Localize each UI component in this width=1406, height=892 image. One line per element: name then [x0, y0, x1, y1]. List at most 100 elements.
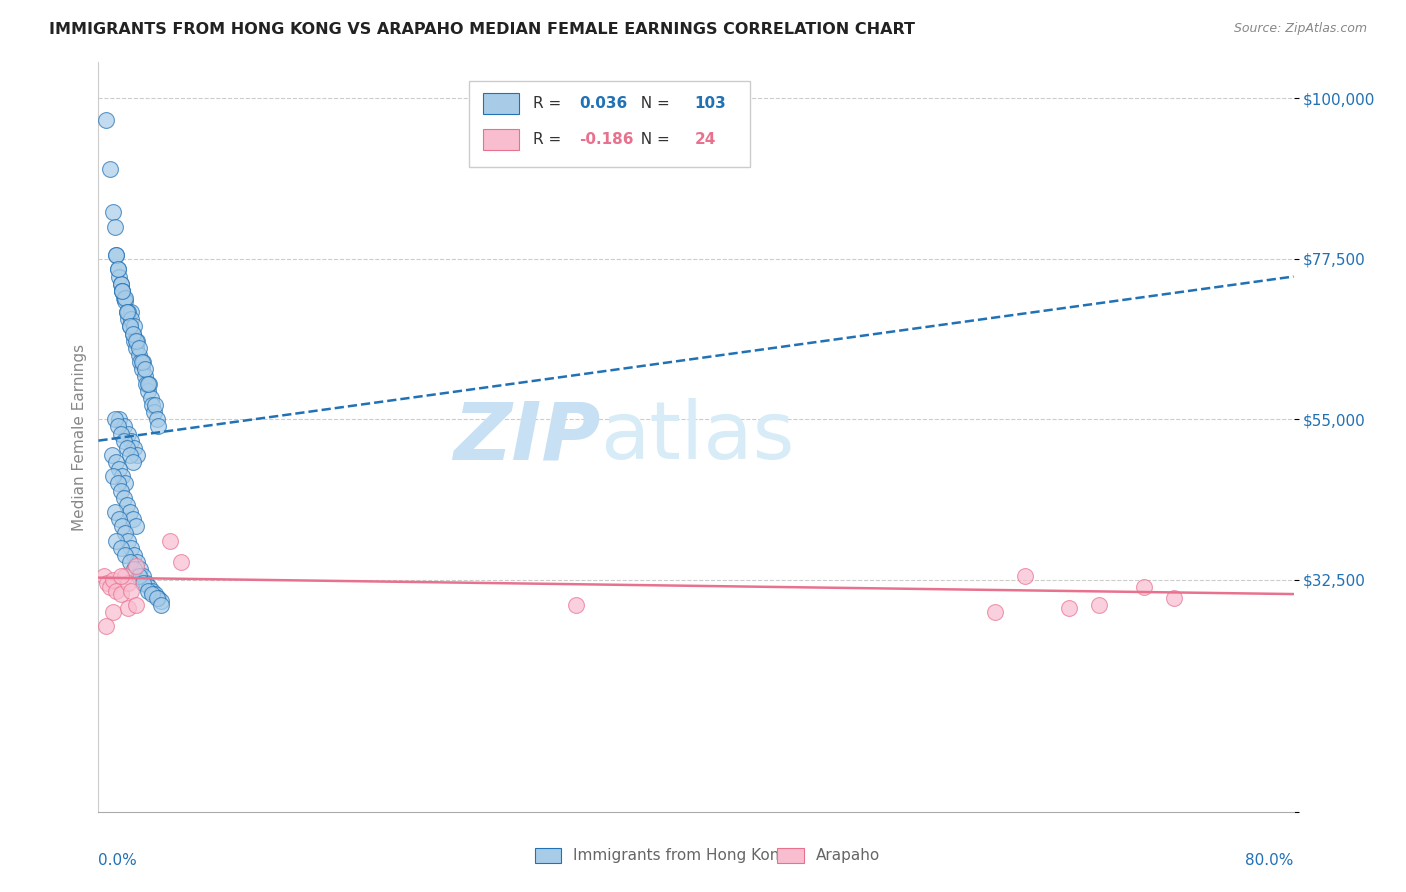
FancyBboxPatch shape: [470, 81, 749, 168]
Point: [111, 284, 134, 298]
Point: [138, 376, 160, 391]
Point: [1059, 601, 1081, 615]
Point: [142, 405, 165, 419]
Point: [114, 526, 136, 541]
Point: [117, 533, 139, 548]
Point: [124, 319, 146, 334]
Point: [98, 162, 122, 177]
Point: [117, 312, 139, 326]
Point: [111, 284, 134, 298]
Point: [117, 305, 139, 319]
Point: [108, 412, 131, 426]
Point: [110, 277, 132, 291]
Point: [115, 305, 138, 319]
Point: [984, 605, 1007, 619]
Point: [108, 462, 131, 476]
Point: [104, 219, 127, 234]
Point: [107, 419, 129, 434]
Point: [118, 555, 141, 569]
Point: [124, 441, 146, 455]
Point: [115, 498, 138, 512]
Point: [141, 398, 163, 412]
Point: [1163, 591, 1185, 605]
Point: [110, 426, 132, 441]
Bar: [534, 847, 561, 863]
Point: [128, 348, 150, 362]
Point: [103, 469, 125, 483]
Point: [131, 355, 153, 369]
Point: [118, 319, 141, 334]
Point: [105, 248, 128, 262]
Point: [107, 262, 129, 277]
Text: IMMIGRANTS FROM HONG KONG VS ARAPAHO MEDIAN FEMALE EARNINGS CORRELATION CHART: IMMIGRANTS FROM HONG KONG VS ARAPAHO MED…: [49, 22, 915, 37]
Point: [110, 483, 132, 498]
Point: [108, 269, 131, 284]
Point: [136, 376, 159, 391]
Point: [110, 541, 132, 555]
Bar: [484, 129, 519, 150]
Point: [132, 569, 155, 583]
Point: [124, 548, 146, 562]
Point: [114, 548, 136, 562]
Point: [105, 248, 128, 262]
Point: [148, 419, 170, 434]
Text: 103: 103: [695, 96, 727, 112]
Point: [127, 555, 149, 569]
Point: [112, 419, 135, 434]
Point: [105, 533, 128, 548]
Point: [107, 262, 129, 277]
Text: Source: ZipAtlas.com: Source: ZipAtlas.com: [1233, 22, 1367, 36]
Point: [117, 601, 139, 615]
Point: [115, 305, 138, 319]
Point: [143, 398, 166, 412]
Point: [135, 576, 157, 591]
Text: -0.186: -0.186: [579, 132, 633, 147]
Point: [111, 469, 134, 483]
Point: [141, 587, 163, 601]
Point: [1088, 598, 1111, 612]
Point: [125, 558, 148, 573]
Text: 80.0%: 80.0%: [1246, 853, 1294, 868]
Point: [94, 112, 117, 127]
Point: [121, 455, 143, 469]
Point: [118, 505, 141, 519]
Text: 0.0%: 0.0%: [98, 853, 138, 868]
Point: [112, 434, 135, 448]
Point: [103, 605, 125, 619]
Point: [136, 384, 159, 398]
Point: [134, 362, 156, 376]
Text: ZIP: ZIP: [453, 398, 600, 476]
Point: [98, 580, 122, 594]
Point: [101, 448, 124, 462]
Point: [125, 519, 148, 533]
Text: atlas: atlas: [600, 398, 794, 476]
Point: [565, 598, 588, 612]
Text: N =: N =: [631, 132, 675, 147]
Point: [121, 326, 143, 341]
Point: [110, 569, 132, 583]
Text: R =: R =: [533, 132, 567, 147]
Bar: [484, 93, 519, 114]
Point: [110, 277, 132, 291]
Y-axis label: Median Female Earnings: Median Female Earnings: [72, 343, 87, 531]
Point: [121, 326, 143, 341]
Point: [129, 355, 152, 369]
Point: [148, 591, 170, 605]
Point: [150, 598, 173, 612]
Point: [125, 341, 148, 355]
Point: [129, 562, 152, 576]
Point: [127, 334, 149, 348]
Point: [114, 569, 136, 583]
Point: [132, 355, 155, 369]
Point: [124, 562, 146, 576]
Point: [132, 576, 155, 591]
Point: [121, 512, 143, 526]
Point: [120, 583, 142, 598]
Point: [94, 619, 117, 633]
Point: [114, 291, 136, 305]
Point: [125, 598, 148, 612]
Point: [139, 391, 162, 405]
Point: [128, 569, 150, 583]
Point: [118, 448, 141, 462]
Point: [114, 476, 136, 491]
